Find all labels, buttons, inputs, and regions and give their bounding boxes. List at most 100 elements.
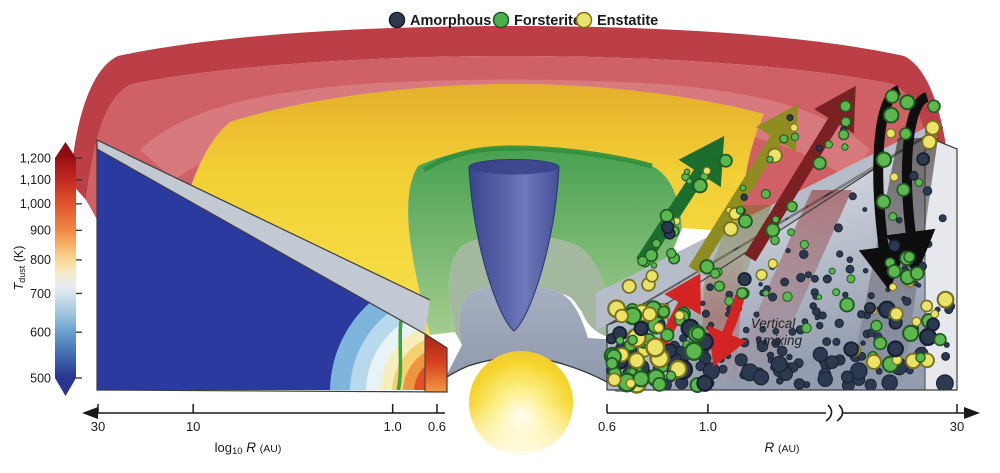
- legend-label-forsterite: Forsterite: [514, 13, 581, 29]
- navy-particle: [888, 239, 901, 252]
- mixing-arrow-down: [707, 294, 747, 367]
- green-particle: [816, 294, 823, 301]
- navy-particle: [756, 340, 769, 353]
- navy-particle: [771, 355, 788, 373]
- navy-particle: [758, 282, 763, 287]
- green-particle: [724, 296, 734, 306]
- navy-particle: [818, 311, 827, 320]
- green-particle: [718, 153, 733, 168]
- outflow-arrow-dark-red: [744, 85, 856, 262]
- navy-particle: [833, 223, 843, 233]
- navy-particle: [842, 291, 849, 298]
- green-particle: [896, 182, 911, 197]
- axis-right-arrowhead: [964, 407, 980, 419]
- inner-disk-cone: [468, 159, 560, 332]
- green-particle: [914, 178, 924, 187]
- green-particle: [899, 94, 916, 111]
- green-particle: [615, 336, 625, 345]
- vertical-mixing-label: Vertical mixing: [751, 316, 803, 348]
- colorbar-gradient: [55, 158, 76, 378]
- yellow-particle: [789, 123, 799, 132]
- green-particle: [760, 188, 771, 199]
- wedge-left-front-face: [97, 149, 425, 390]
- navy-particle: [811, 274, 819, 283]
- navy-particle: [941, 351, 951, 361]
- yellow-particle: [614, 308, 629, 324]
- axis-right-label: R (AU): [764, 440, 799, 455]
- green-particle: [838, 129, 850, 141]
- legend-label-enstatite: Enstatite: [597, 13, 658, 29]
- navy-particle: [804, 271, 812, 279]
- navy-particle: [768, 292, 778, 302]
- green-particle: [882, 106, 900, 124]
- green-particle: [832, 288, 841, 297]
- navy-particle: [785, 248, 791, 254]
- green-particle: [736, 287, 749, 300]
- legend-swatch-amorphous: [388, 11, 406, 29]
- wedge-left-side-face: [424, 333, 448, 393]
- yellow-particle: [924, 119, 941, 136]
- green-particle: [651, 238, 661, 249]
- navy-particle: [857, 351, 867, 361]
- colorbar-tick-label: 1,100: [20, 173, 51, 187]
- green-particle: [739, 184, 747, 192]
- axis-left-tick-label: 1.0: [384, 419, 402, 434]
- streak-dark-red: [722, 190, 852, 390]
- yellow-particle: [888, 283, 898, 292]
- green-particle: [644, 248, 659, 263]
- navy-particle: [740, 193, 748, 201]
- navy-particle: [759, 325, 767, 333]
- particle-streams: [614, 89, 941, 345]
- green-particle: [870, 319, 883, 332]
- navy-particle: [866, 252, 876, 262]
- navy-particle: [926, 317, 940, 332]
- navy-particle: [816, 321, 824, 330]
- navy-particle: [780, 277, 789, 287]
- navy-particle: [753, 311, 760, 318]
- green-particle: [915, 352, 926, 363]
- navy-particle: [908, 170, 919, 181]
- navy-particle: [887, 340, 904, 358]
- navy-particle: [776, 345, 788, 357]
- axis-right-tick-label: 30: [950, 419, 964, 434]
- green-particle: [875, 194, 892, 210]
- yellow-particle: [628, 351, 646, 370]
- navy-particle: [796, 272, 806, 283]
- navy-particle: [775, 338, 781, 344]
- axis-right-tick-label: 0.6: [598, 419, 616, 434]
- navy-particle: [763, 339, 768, 344]
- navy-particle: [755, 336, 762, 343]
- green-particle: [886, 264, 902, 279]
- navy-particle: [706, 283, 714, 292]
- yellow-particle: [885, 128, 897, 139]
- yellow-particle: [625, 378, 636, 389]
- navy-particle: [857, 310, 866, 319]
- green-particle: [884, 89, 900, 104]
- yellow-particle: [652, 322, 665, 334]
- navy-particle: [848, 192, 857, 201]
- navy-particle: [836, 250, 844, 258]
- axis-left-arrowhead: [82, 407, 98, 419]
- navy-particle: [936, 374, 954, 390]
- navy-particle: [834, 318, 844, 329]
- yellow-particle: [702, 166, 712, 175]
- navy-particle: [661, 220, 675, 234]
- navy-particle: [812, 346, 828, 362]
- colorbar-tick-label: 800: [30, 253, 51, 267]
- navy-particle: [825, 355, 839, 370]
- disk-surface-stripe-left: [97, 140, 430, 334]
- navy-particle: [696, 374, 714, 392]
- axis-left: 30 10 1.0 0.6: [82, 404, 446, 434]
- colorbar-tick-label: 500: [30, 371, 51, 385]
- navy-particle: [707, 321, 715, 328]
- green-particle: [692, 178, 708, 194]
- yellow-particle: [865, 353, 883, 370]
- wedge-left-outline: [96, 139, 448, 393]
- infall-arrow-black-2: [885, 92, 936, 276]
- navy-particle: [799, 249, 809, 260]
- green-particle: [735, 205, 745, 215]
- green-particle: [659, 208, 674, 223]
- axis-left-tick-label: 30: [91, 419, 105, 434]
- green-particle: [927, 99, 941, 114]
- green-particle: [765, 222, 781, 238]
